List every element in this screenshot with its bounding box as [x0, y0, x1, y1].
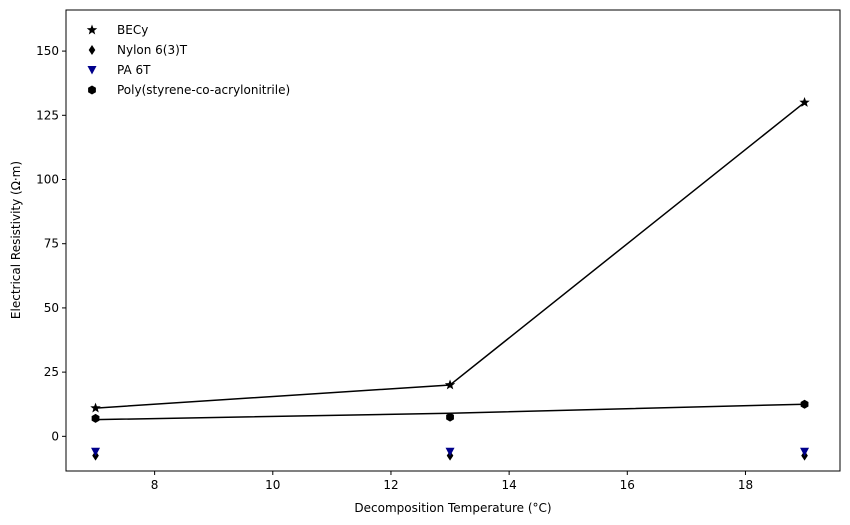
point-series-1-1 [90, 402, 101, 413]
x-tick-label: 10 [265, 478, 280, 492]
point-series-4-2 [446, 412, 454, 422]
legend-label-2: Nylon 6(3)T [117, 43, 188, 57]
legend-label-4: Poly(styrene-co-acrylonitrile) [117, 83, 290, 97]
legend-marker-4 [88, 85, 96, 95]
x-tick-label: 12 [383, 478, 398, 492]
point-series-1-2 [444, 379, 456, 390]
point-series-3-1 [91, 447, 101, 457]
plot-frame [65, 9, 841, 472]
legend-marker-3 [87, 66, 97, 75]
legend-label-1: BECy [117, 23, 148, 37]
x-tick-label: 18 [738, 478, 753, 492]
axis-ticks: 8 10 12 14 16 18 0 25 50 75 100 125 150 [36, 44, 753, 492]
y-tick-label: 50 [44, 301, 59, 315]
y-axis-label: Electrical Resistivity (Ω·m) [9, 161, 23, 319]
legend-marker-1 [86, 24, 98, 35]
point-series-4-1 [91, 413, 100, 423]
point-series-4-3 [800, 399, 809, 409]
y-tick-label: 25 [44, 365, 59, 379]
y-tick-label: 100 [36, 173, 59, 187]
x-tick-label: 8 [151, 478, 159, 492]
y-tick-label: 0 [51, 429, 59, 443]
point-series-1-3 [799, 96, 810, 107]
point-series-3-2 [445, 447, 455, 457]
x-axis-label: Decomposition Temperature (°C) [354, 501, 551, 515]
y-tick-label: 150 [36, 44, 59, 58]
y-tick-label: 125 [36, 108, 59, 122]
x-tick-label: 14 [501, 478, 516, 492]
x-tick-label: 16 [620, 478, 635, 492]
point-series-3-3 [800, 447, 810, 457]
y-tick-label: 75 [44, 237, 59, 251]
legend-marker-2 [88, 45, 96, 55]
plot-area [90, 96, 810, 461]
legend-label-3: PA 6T [117, 63, 151, 77]
legend: BECy Nylon 6(3)T PA 6T Poly(styrene-co-acry… [86, 23, 290, 97]
